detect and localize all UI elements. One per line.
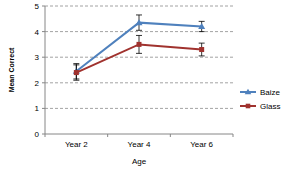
y-axis <box>45 6 46 134</box>
grid-line <box>45 57 233 58</box>
grid-line <box>45 108 233 109</box>
plot-area <box>73 15 205 80</box>
error-bar <box>73 65 79 80</box>
error-cap <box>199 43 205 44</box>
point <box>199 47 204 52</box>
point <box>198 23 205 29</box>
chart: 0 1 2 3 4 5 Year 2 Year 4 Year 6 Age Mean Correct B… <box>0 0 300 181</box>
y-axis-label: Mean Correct <box>8 47 15 92</box>
error-cap <box>136 14 142 15</box>
error-cap <box>199 55 205 56</box>
x-tick-label: Year 2 <box>65 140 88 149</box>
y-tick-label: 4 <box>35 28 40 37</box>
error-bar <box>199 43 205 56</box>
x-tick-label: Year 6 <box>190 140 213 149</box>
x-tick <box>45 134 46 137</box>
error-cap <box>73 64 79 65</box>
point <box>136 19 143 25</box>
y-tick-label: 5 <box>35 2 40 11</box>
chart-svg: 0 1 2 3 4 5 Year 2 Year 4 Year 6 Age Mean Correct B… <box>0 0 300 181</box>
y-tick-label: 3 <box>35 53 40 62</box>
x-tick <box>233 134 234 137</box>
x-tick-label: Year 4 <box>128 140 151 149</box>
point <box>137 42 142 47</box>
grid-line <box>45 82 233 83</box>
error-cap <box>199 21 205 22</box>
y-tick-label: 2 <box>35 79 40 88</box>
error-cap <box>136 53 142 54</box>
grid-line <box>45 31 233 32</box>
point <box>74 70 79 75</box>
error-cap <box>136 30 142 31</box>
legend-label: Baize <box>260 88 281 97</box>
error-cap <box>136 35 142 36</box>
x-tick <box>107 134 108 137</box>
x-axis-label: Age <box>132 157 147 166</box>
y-tick-label: 1 <box>35 104 40 113</box>
legend-marker <box>246 104 251 109</box>
error-cap <box>73 63 79 64</box>
error-bar <box>136 35 142 53</box>
legend-marker <box>245 89 252 95</box>
legend: Baize Glass <box>240 88 281 111</box>
legend-label: Glass <box>260 102 280 111</box>
x-tick <box>170 134 171 137</box>
error-cap <box>199 31 205 32</box>
x-axis <box>45 134 233 135</box>
grid-line <box>45 6 233 7</box>
error-cap <box>73 80 79 81</box>
series-line <box>76 44 201 72</box>
y-tick-label: 0 <box>35 130 40 139</box>
